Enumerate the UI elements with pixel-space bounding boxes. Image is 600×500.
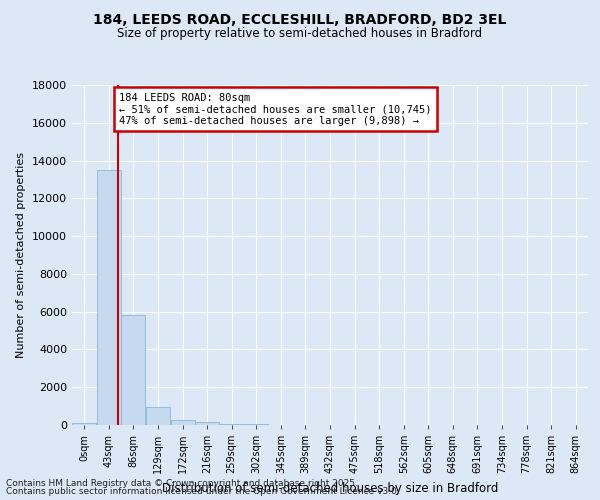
X-axis label: Distribution of semi-detached houses by size in Bradford: Distribution of semi-detached houses by …	[162, 482, 498, 494]
Text: 184, LEEDS ROAD, ECCLESHILL, BRADFORD, BD2 3EL: 184, LEEDS ROAD, ECCLESHILL, BRADFORD, B…	[94, 12, 506, 26]
Bar	[72, 423, 97, 425]
Text: 184 LEEDS ROAD: 80sqm
← 51% of semi-detached houses are smaller (10,745)
47% of : 184 LEEDS ROAD: 80sqm ← 51% of semi-deta…	[119, 92, 431, 126]
Bar	[146, 407, 170, 425]
Bar	[220, 424, 244, 425]
Text: Contains public sector information licensed under the Open Government Licence v3: Contains public sector information licen…	[6, 487, 400, 496]
Bar	[244, 424, 268, 425]
Bar	[170, 420, 194, 425]
Bar	[195, 422, 219, 425]
Bar	[97, 170, 121, 425]
Bar	[121, 316, 145, 425]
Text: Size of property relative to semi-detached houses in Bradford: Size of property relative to semi-detach…	[118, 28, 482, 40]
Text: Contains HM Land Registry data © Crown copyright and database right 2025.: Contains HM Land Registry data © Crown c…	[6, 478, 358, 488]
Y-axis label: Number of semi-detached properties: Number of semi-detached properties	[16, 152, 26, 358]
